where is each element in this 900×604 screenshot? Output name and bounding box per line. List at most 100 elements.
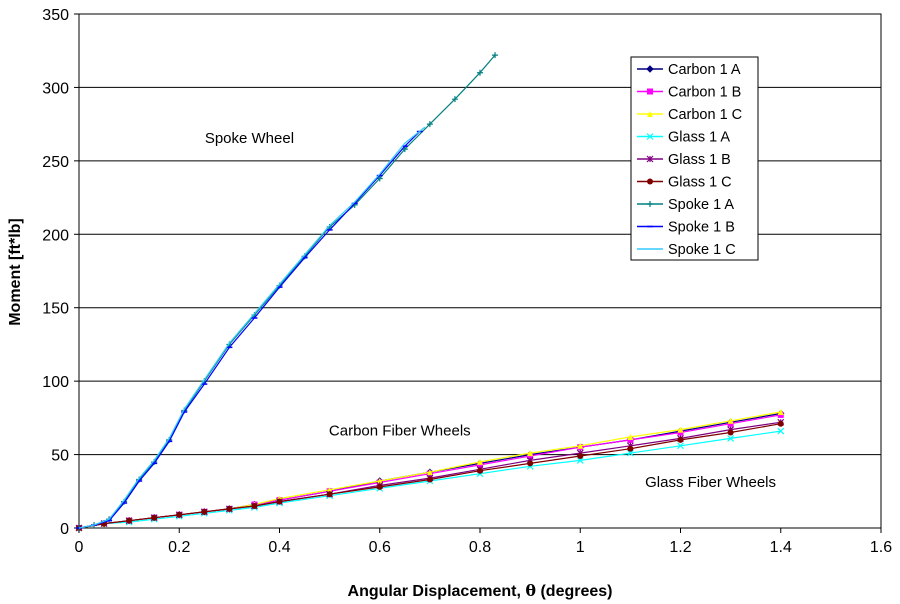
legend-item: Carbon 1 B	[637, 85, 741, 101]
data-point	[477, 458, 483, 465]
legend-swatch-marker	[646, 155, 654, 163]
data-point	[777, 408, 784, 415]
x-tick-label: 0.8	[469, 539, 491, 556]
x-tick-label: 0	[75, 539, 84, 556]
data-point	[376, 483, 383, 490]
legend-swatch-marker	[647, 88, 653, 95]
data-point	[677, 436, 684, 443]
data-point	[451, 96, 458, 103]
data-point	[527, 460, 534, 467]
series-line	[78, 126, 426, 529]
series-glass-1-c	[76, 420, 784, 531]
x-tick-label: 0.2	[168, 539, 190, 556]
data-point	[677, 426, 684, 433]
data-point	[426, 469, 433, 476]
y-tick-label: 250	[42, 154, 69, 171]
annotation-label: Spoke Wheel	[205, 130, 294, 147]
legend-label: Spoke 1 A	[668, 197, 734, 213]
x-tick-label: 1.6	[870, 539, 892, 556]
legend-swatch-marker	[647, 201, 653, 207]
data-point	[151, 514, 158, 521]
legend-item: Glass 1 B	[637, 152, 731, 168]
x-axis-title-main: Angular Displacement,	[348, 583, 526, 600]
x-tick-label: 1.2	[669, 539, 691, 556]
legend-swatch-marker	[646, 133, 654, 140]
legend-label: Glass 1 A	[668, 130, 730, 146]
data-point	[627, 433, 634, 440]
legend-item: Glass 1 C	[637, 175, 732, 191]
x-axis: 0 0.2 0.4 0.6 0.8 1 1.2 1.4 1.6	[75, 528, 892, 556]
y-tick-label: 350	[42, 7, 69, 24]
y-axis: 0 50 100 150 200 250 300 350	[42, 7, 79, 538]
y-tick-label: 300	[42, 80, 69, 97]
x-axis-title-unit: (degrees)	[536, 583, 612, 600]
data-point	[727, 429, 734, 436]
data-point	[276, 498, 283, 505]
data-point	[477, 69, 483, 76]
data-point	[326, 486, 333, 493]
data-point	[492, 52, 499, 59]
legend-label: Glass 1 B	[668, 152, 731, 168]
gridlines	[79, 86, 881, 456]
x-axis-title: Angular Displacement, θ (degrees)	[348, 581, 613, 600]
data-point	[251, 502, 258, 509]
legend: Carbon 1 A Carbon 1 B Carbon 1 C Glass 1 A G…	[630, 56, 759, 261]
legend-label: Carbon 1 A	[668, 62, 741, 78]
data-point	[627, 445, 634, 452]
legend-label: Carbon 1 B	[668, 85, 741, 101]
y-tick-label: 100	[42, 374, 69, 391]
y-axis-title: Moment [ft*lb]	[7, 218, 24, 326]
data-point	[201, 508, 208, 515]
data-point	[477, 467, 483, 474]
annotations: Spoke Wheel Carbon Fiber Wheels Glass Fibe…	[205, 130, 776, 491]
series-spoke-1-b	[76, 130, 423, 529]
annotation-label: Carbon Fiber Wheels	[329, 422, 471, 439]
legend-swatch-marker	[647, 178, 653, 185]
data-point	[576, 457, 584, 464]
data-point	[226, 505, 233, 512]
y-tick-label: 200	[42, 227, 69, 244]
y-tick-label: 0	[60, 521, 69, 538]
x-axis-title-symbol: θ	[525, 581, 536, 600]
x-tick-label: 0.6	[369, 539, 391, 556]
data-point	[176, 511, 183, 518]
legend-item: Glass 1 A	[637, 130, 730, 146]
legend-item: Carbon 1 A	[637, 62, 741, 78]
y-tick-label: 50	[51, 448, 69, 465]
data-point	[426, 121, 433, 128]
annotation-label: Glass Fiber Wheels	[645, 474, 776, 491]
data-point	[426, 476, 433, 483]
data-point	[677, 442, 684, 450]
legend-swatch-marker	[646, 65, 654, 73]
legend-item: Spoke 1 A	[637, 197, 734, 213]
legend-label: Spoke 1 B	[668, 220, 735, 236]
legend-item: Carbon 1 C	[637, 107, 742, 123]
legend-item: Spoke 1 C	[637, 242, 736, 258]
x-tick-label: 1	[576, 539, 585, 556]
x-tick-label: 1.4	[770, 539, 792, 556]
data-point	[777, 420, 784, 427]
legend-items: Carbon 1 A Carbon 1 B Carbon 1 C Glass 1 A G…	[637, 62, 742, 258]
series-spoke-1-c	[78, 126, 426, 529]
data-point	[727, 417, 734, 424]
plot-area	[78, 13, 882, 529]
data-point	[577, 453, 584, 460]
legend-label: Glass 1 C	[668, 175, 732, 191]
y-tick-label: 150	[42, 301, 69, 318]
legend-label: Carbon 1 C	[668, 107, 742, 123]
data-point	[527, 450, 534, 457]
data-point	[727, 434, 735, 442]
legend-item: Spoke 1 B	[637, 220, 735, 236]
data-point	[326, 491, 333, 498]
data-point	[126, 517, 133, 524]
data-point	[577, 442, 584, 449]
data-point	[376, 478, 383, 485]
x-tick-label: 0.4	[268, 539, 290, 556]
data-point	[626, 449, 634, 457]
series-layer	[75, 52, 785, 532]
legend-label: Spoke 1 C	[668, 242, 736, 258]
data-point	[777, 427, 785, 435]
series-line	[78, 131, 421, 529]
legend-swatch-marker	[647, 111, 653, 117]
